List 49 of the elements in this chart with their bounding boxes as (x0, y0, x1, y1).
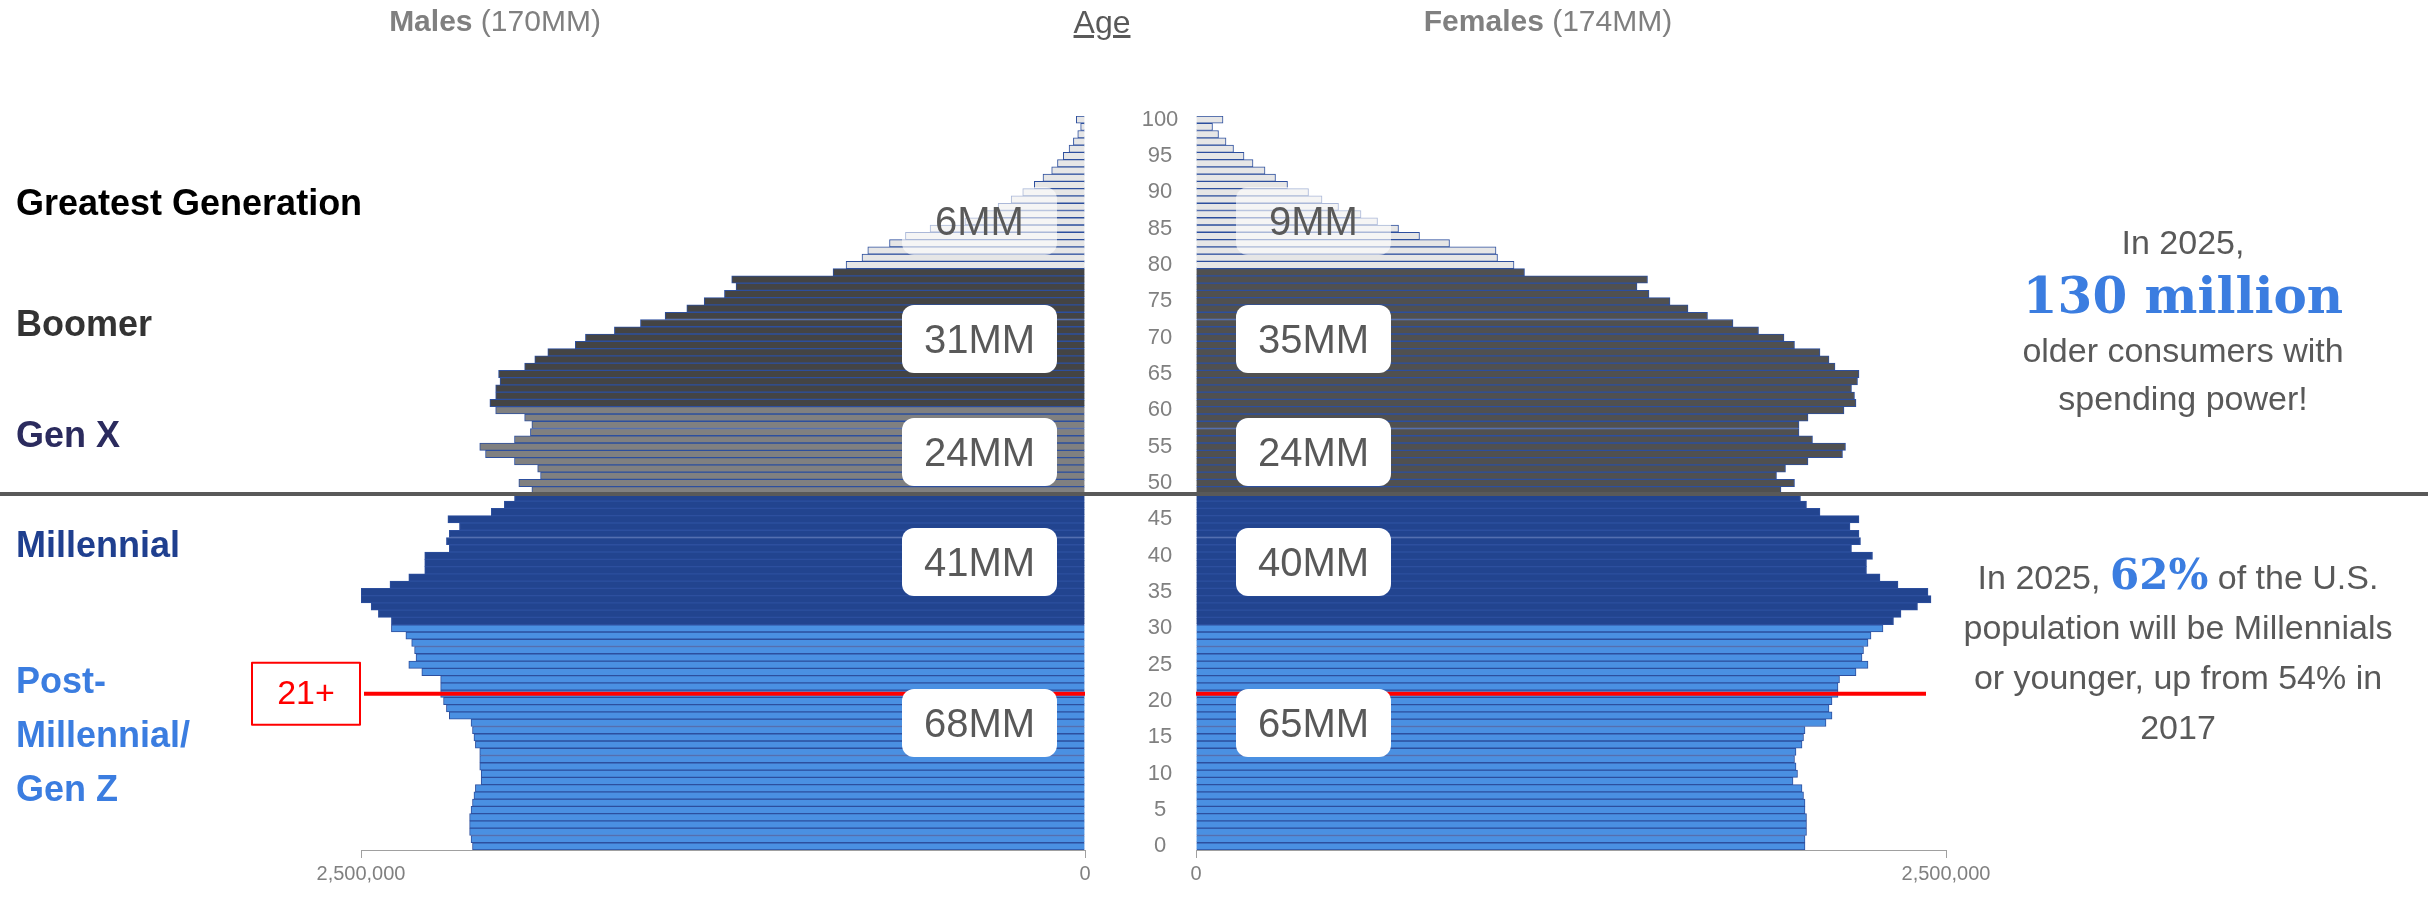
y-tick-label: 0 (1153, 832, 1167, 858)
annotation: Greatest Generation (16, 181, 364, 225)
annotation: 24MM (1236, 418, 1391, 486)
y-tick-label: 40 (1147, 541, 1173, 567)
y-tick-label: 75 (1147, 287, 1173, 313)
y-tick-label: 20 (1147, 687, 1173, 713)
y-tick-label: 55 (1147, 432, 1173, 458)
annotation: 6MM (902, 187, 1057, 255)
y-axis-title: Age (1072, 4, 1132, 41)
text: older consumers with spending power! (2021, 330, 2345, 419)
y-tick-label: 50 (1147, 469, 1173, 495)
y-tick-label: 5 (1153, 796, 1167, 822)
y-tick-label: 10 (1147, 759, 1173, 785)
chart-title: Males (170MM) (388, 4, 602, 38)
x-tick-label: 0 (1079, 861, 1091, 884)
text: Millennial (16, 523, 182, 567)
annotation: 31MM (902, 305, 1057, 373)
chart-title: Females (174MM) (1422, 4, 1674, 38)
text: Gen X (16, 413, 122, 457)
y-tick-label: 100 (1141, 105, 1179, 131)
annotation: 35MM (1236, 305, 1391, 373)
y-tick-label: 70 (1147, 323, 1173, 349)
y-tick-label: 45 (1147, 505, 1173, 531)
text: In 2025, (2120, 222, 2246, 263)
annotation: 68MM (902, 689, 1057, 757)
y-tick-label: 60 (1147, 396, 1173, 422)
y-tick-label: 35 (1147, 578, 1173, 604)
text: Boomer (16, 302, 154, 346)
y-tick-label: 25 (1147, 650, 1173, 676)
text: In 2025, (1977, 558, 2101, 596)
y-tick-label: 30 (1147, 614, 1173, 640)
annotation: 40MM (1236, 528, 1391, 596)
annotation: 41MM (902, 528, 1057, 596)
y-tick-label: 95 (1147, 142, 1173, 168)
ref-line-label: 21+ (277, 673, 335, 712)
annotation: 9MM (1236, 187, 1391, 255)
text: 62% (2109, 550, 2209, 599)
text: Post-Millennial/ Gen Z (16, 659, 192, 811)
y-tick-label: 15 (1147, 723, 1173, 749)
annotation: 24MM (902, 418, 1057, 486)
y-tick-label: 85 (1147, 214, 1173, 240)
x-tick-label: 2,500,000 (316, 861, 406, 884)
x-tick-label: 0 (1190, 861, 1202, 884)
annotation: 65MM (1236, 689, 1391, 757)
x-tick-label: 2,500,000 (1901, 861, 1991, 884)
text: 130 million (2021, 266, 2345, 326)
y-tick-label: 90 (1147, 178, 1173, 204)
y-tick-label: 80 (1147, 251, 1173, 277)
y-tick-label: 65 (1147, 360, 1173, 386)
